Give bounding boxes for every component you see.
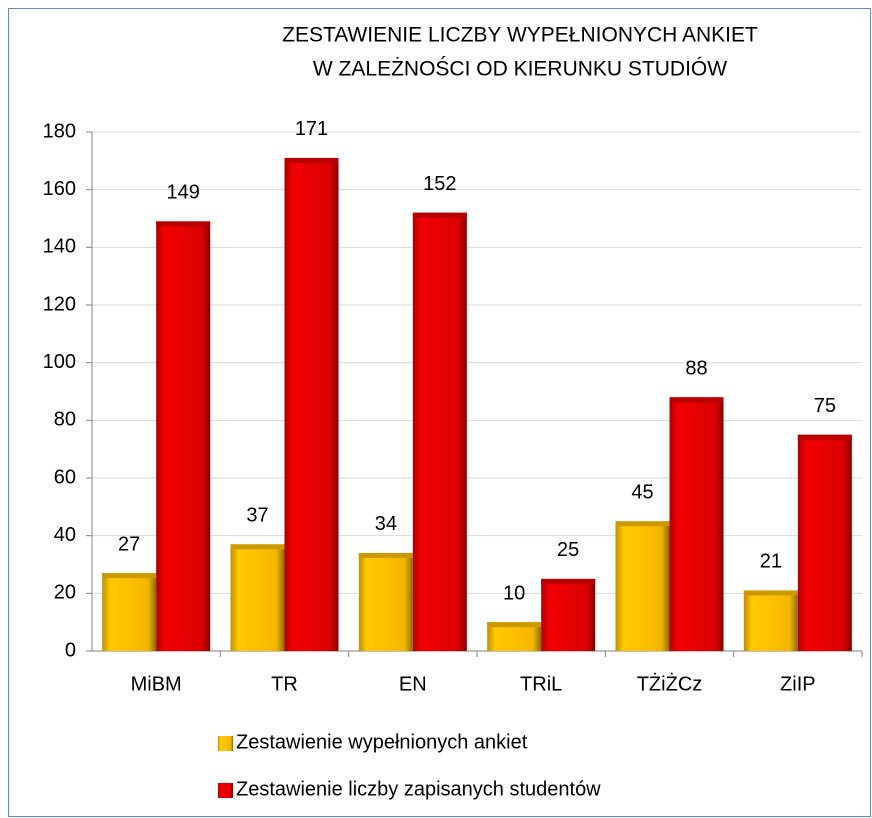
bar xyxy=(669,397,724,651)
y-tick-label: 140 xyxy=(43,236,76,258)
bar xyxy=(412,212,467,651)
bar-top xyxy=(487,622,542,628)
x-tick-label: ZiIP xyxy=(780,673,816,695)
bar-top xyxy=(669,397,724,403)
bar-top xyxy=(541,578,596,584)
bar-top xyxy=(156,221,211,227)
bar xyxy=(284,157,339,651)
bar-top xyxy=(797,434,852,440)
y-tick-label: 160 xyxy=(43,178,76,200)
y-tick-label: 20 xyxy=(54,582,76,604)
bar xyxy=(615,521,670,651)
y-tick-label: 60 xyxy=(54,466,76,488)
x-tick-label: TRiL xyxy=(520,673,562,695)
y-tick-label: 120 xyxy=(43,293,76,315)
bar-top xyxy=(102,573,157,579)
data-label: 171 xyxy=(295,118,328,140)
y-tick-label: 40 xyxy=(54,524,76,546)
bar-top xyxy=(358,552,413,558)
data-label: 25 xyxy=(557,539,579,561)
data-label: 152 xyxy=(423,173,456,195)
bar-top xyxy=(615,521,670,527)
data-label: 21 xyxy=(760,551,782,573)
bar xyxy=(743,590,798,651)
bar xyxy=(230,544,285,651)
data-label: 88 xyxy=(685,358,707,380)
bar xyxy=(358,552,413,651)
chart-title: W ZALEŻNOŚCI OD KIERUNKU STUDIÓW xyxy=(313,57,727,81)
data-label: 37 xyxy=(246,505,268,527)
x-tick-label: TR xyxy=(271,673,298,695)
bar-top xyxy=(230,544,285,550)
legend-label: Zestawienie liczby zapisanych studentów xyxy=(236,778,601,800)
bar xyxy=(102,573,157,651)
y-tick-label: 100 xyxy=(43,351,76,373)
legend-swatch xyxy=(218,736,233,751)
x-tick-label: EN xyxy=(399,673,427,695)
y-tick-label: 80 xyxy=(54,409,76,431)
legend-swatch xyxy=(218,783,233,798)
legend-label: Zestawienie wypełnionych ankiet xyxy=(236,731,528,753)
bar xyxy=(156,221,211,651)
data-label: 10 xyxy=(503,582,525,604)
x-tick-label: TŻiŻCz xyxy=(637,672,703,695)
bar-top xyxy=(743,590,798,596)
data-label: 34 xyxy=(375,513,397,535)
chart-title: ZESTAWIENIE LICZBY WYPEŁNIONYCH ANKIET xyxy=(282,24,758,47)
data-label: 27 xyxy=(118,533,140,555)
data-label: 45 xyxy=(631,482,653,504)
bar xyxy=(541,578,596,651)
bar xyxy=(797,434,852,651)
bar-top xyxy=(412,212,467,218)
x-tick-label: MiBM xyxy=(131,673,182,695)
y-tick-label: 0 xyxy=(65,639,76,661)
bar-top xyxy=(284,157,339,163)
data-label: 149 xyxy=(166,182,199,204)
y-tick-label: 180 xyxy=(43,120,76,142)
data-label: 75 xyxy=(814,395,836,417)
